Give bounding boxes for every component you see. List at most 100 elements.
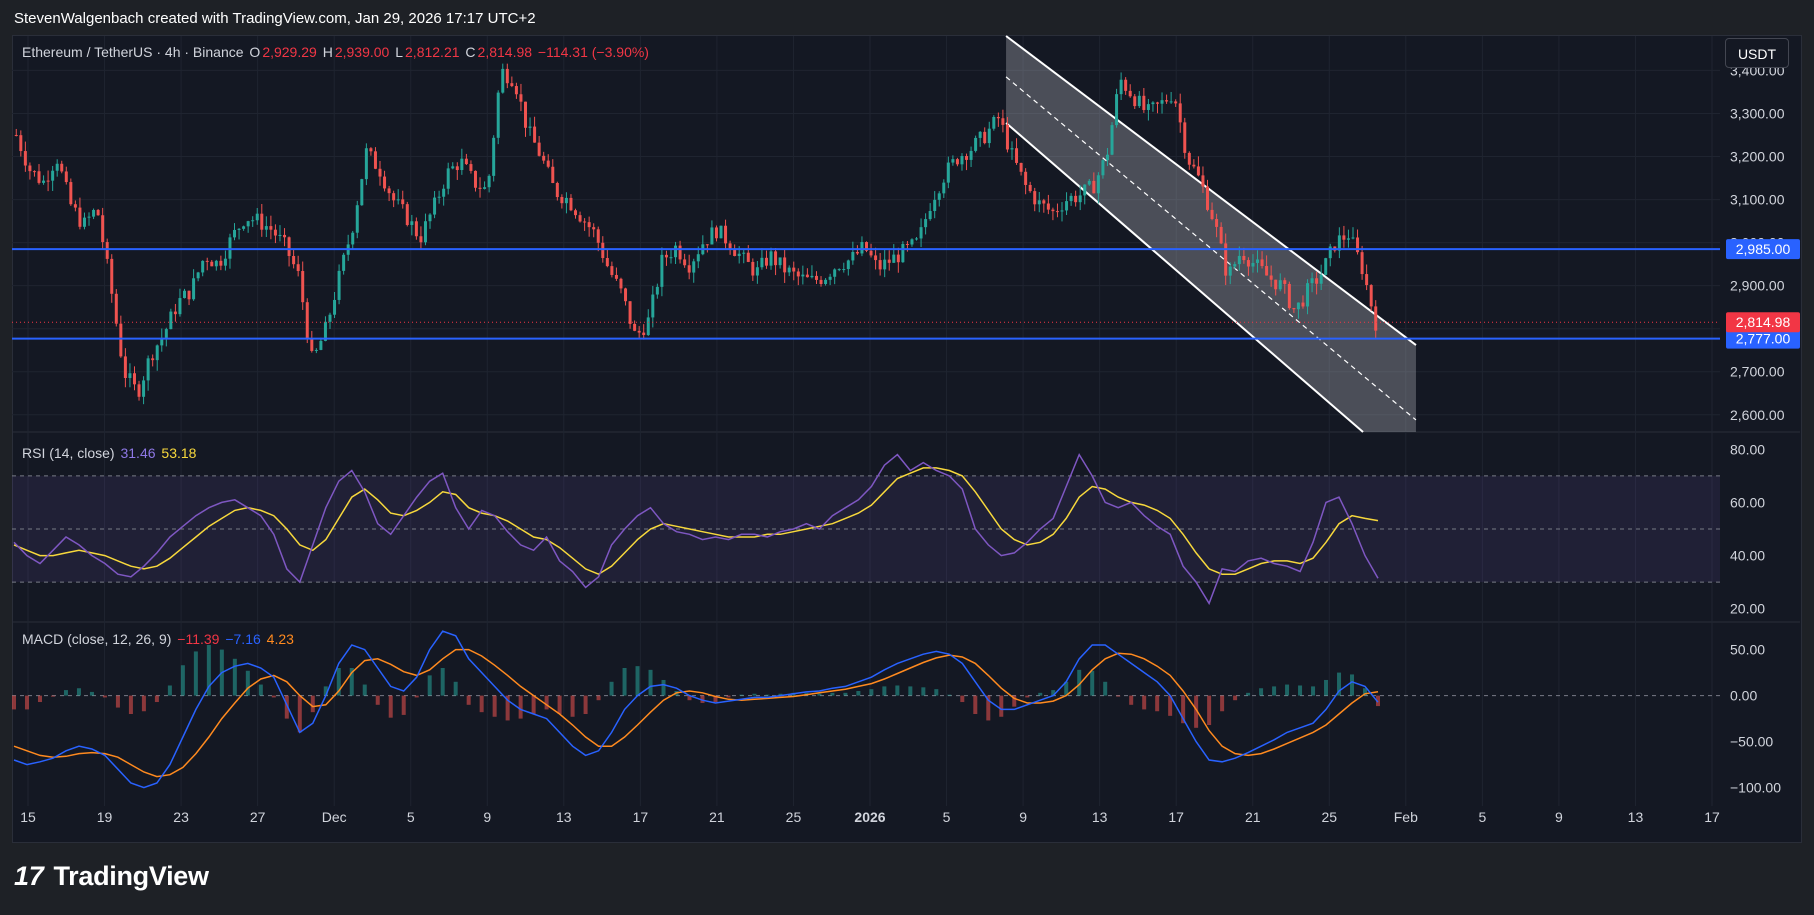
candle-body: [514, 86, 518, 95]
candle-body: [1306, 283, 1310, 307]
candle-body: [1206, 186, 1209, 210]
macd-histogram-bar: [1285, 684, 1290, 696]
candle-body: [660, 254, 664, 287]
candle-body: [119, 323, 123, 357]
candle-body: [246, 221, 250, 227]
macd-histogram-bar: [661, 679, 666, 696]
candle-body: [755, 267, 759, 276]
candle-body: [428, 214, 432, 222]
candle-body: [460, 158, 464, 171]
macd-histogram-bar: [323, 686, 328, 696]
candle-body: [560, 197, 564, 204]
candle-body: [646, 317, 650, 336]
macd-histogram-bar: [895, 685, 900, 696]
rsi-label: RSI (14, close): [22, 445, 115, 461]
candle-body: [1192, 164, 1196, 167]
macd-signal-value: 4.23: [266, 631, 294, 647]
candle-body: [1369, 285, 1373, 307]
rsi-value: 31.46: [120, 445, 156, 461]
candle-body: [983, 131, 987, 144]
candle-body: [564, 197, 568, 204]
macd-histogram-bar: [492, 695, 497, 717]
macd-histogram-bar: [388, 695, 393, 718]
candle-body: [996, 116, 1000, 119]
candle-body: [1183, 122, 1187, 153]
candle-body: [1356, 237, 1360, 253]
y-tick-label: 3,200.00: [1730, 149, 1785, 165]
x-tick-label: 5: [407, 809, 415, 825]
candle-body: [219, 260, 223, 266]
macd-histogram-bar: [1168, 695, 1173, 716]
candle-body: [1265, 266, 1269, 276]
rsi-legend: RSI (14, close) 31.46 53.18: [22, 445, 198, 461]
candle-body: [624, 288, 628, 302]
macd-histogram-bar: [778, 693, 783, 696]
candle-body: [1092, 180, 1096, 194]
macd-histogram-bar: [466, 695, 471, 705]
candle-body: [505, 68, 509, 84]
macd-histogram-bar: [1259, 688, 1264, 696]
tradingview-logo[interactable]: 17 TradingView: [14, 861, 209, 892]
candle-body: [387, 188, 391, 194]
candle-body: [951, 159, 955, 163]
last-price-tag: [1726, 312, 1800, 333]
candle-body: [287, 237, 291, 257]
macd-histogram-bar: [544, 695, 549, 710]
candle-body: [533, 126, 537, 143]
channel-upper-line[interactable]: [1005, 35, 1417, 346]
candle-body: [687, 265, 691, 273]
macd-histogram-bar: [440, 668, 445, 696]
candle-body: [1256, 259, 1260, 263]
candle-body: [1178, 103, 1182, 123]
candle-body: [542, 155, 546, 161]
x-tick-label: 9: [1555, 809, 1563, 825]
candle-body: [1069, 195, 1073, 202]
candle-body: [128, 373, 132, 378]
macd-histogram-bar: [869, 689, 874, 696]
candle-body: [842, 269, 846, 271]
macd-line-value: −7.16: [225, 631, 261, 647]
candle-body: [846, 260, 850, 270]
macd-histogram-bar: [167, 685, 172, 696]
candle-body: [414, 221, 418, 237]
macd-histogram-bar: [557, 695, 562, 714]
level-price-tag: [1726, 239, 1800, 260]
candle-body: [1124, 79, 1128, 91]
x-tick-label: 13: [1628, 809, 1644, 825]
candle-body: [828, 276, 832, 280]
candle-body: [1228, 266, 1232, 276]
candle-body: [446, 168, 450, 189]
candle-body: [473, 170, 477, 188]
macd-histogram-bar: [1350, 674, 1355, 696]
candle-body: [469, 164, 473, 171]
candle-body: [628, 301, 632, 324]
candle-body: [783, 257, 787, 273]
candle-body: [164, 329, 168, 338]
price-legend: Ethereum / TetherUS · 4h · Binance O 2,92…: [22, 44, 651, 60]
candle-body: [496, 92, 500, 138]
macd-histogram-bar: [648, 669, 653, 696]
macd-histogram-bar: [297, 695, 302, 733]
candle-body: [64, 171, 68, 183]
candle-body: [855, 251, 859, 254]
currency-button[interactable]: USDT: [1725, 38, 1789, 68]
channel-lower-line[interactable]: [1005, 122, 1364, 433]
candle-body: [865, 242, 868, 251]
candle-body: [1346, 238, 1350, 240]
channel-mid-line[interactable]: [1005, 76, 1417, 421]
candle-body: [1051, 209, 1055, 212]
macd-histogram-bar: [1298, 685, 1303, 696]
macd-histogram-bar: [1025, 695, 1030, 698]
macd-histogram-bar: [362, 684, 367, 696]
candle-body: [1310, 278, 1314, 284]
macd-histogram-bar: [908, 686, 913, 696]
macd-tick-label: 0.00: [1730, 688, 1757, 704]
x-tick-label: 25: [786, 809, 802, 825]
candle-body: [664, 254, 668, 258]
candle-body: [910, 239, 914, 245]
macd-histogram-bar: [583, 695, 588, 714]
x-tick-label: 13: [556, 809, 572, 825]
macd-histogram-bar: [1077, 669, 1082, 696]
macd-histogram-bar: [115, 695, 120, 708]
